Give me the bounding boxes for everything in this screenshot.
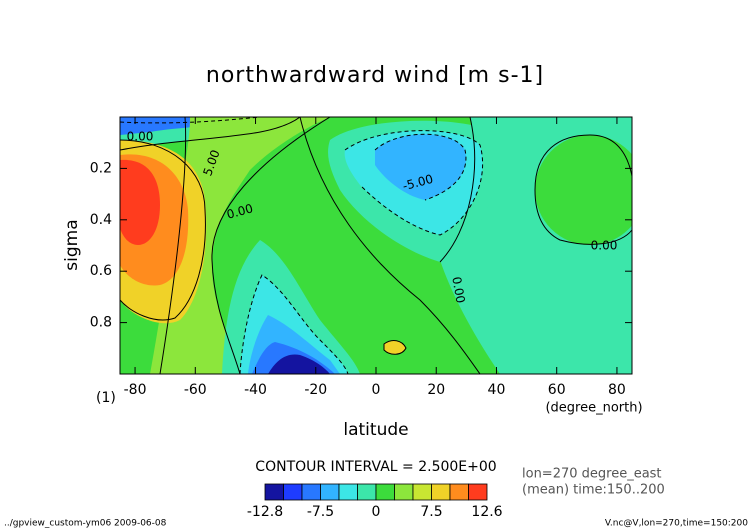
contour-label: 0.00	[449, 276, 467, 305]
colorbar-tick-label: 0	[372, 504, 381, 520]
info-text: (mean) time:150..200	[522, 483, 665, 498]
y-tick-label: 0.8	[90, 315, 112, 331]
contour-interval: CONTOUR INTERVAL = 2.500E+00	[255, 459, 496, 475]
contour-line	[120, 117, 261, 124]
colorbar-bin	[301, 483, 321, 501]
y-tick-label: 0.2	[90, 160, 112, 176]
contour-region	[383, 340, 407, 355]
contour-line	[159, 117, 187, 374]
colorbar-tick-label: 12.6	[471, 504, 502, 520]
colorbar-bin	[338, 483, 358, 501]
x-tick-label: 0	[372, 382, 381, 398]
colorbar-bin	[412, 483, 432, 501]
x-tick-label: 20	[427, 382, 445, 398]
contour-line	[239, 274, 349, 374]
colorbar-bin	[264, 483, 284, 501]
colorbar-bin	[394, 483, 414, 501]
contour-field	[120, 117, 632, 374]
contour-line	[299, 117, 481, 374]
contour-region	[535, 135, 632, 245]
contour-line	[120, 139, 206, 321]
contour-region	[268, 354, 330, 374]
x-tick-label: -40	[244, 382, 267, 398]
contour-region	[120, 159, 160, 245]
x-tick-label: -80	[124, 382, 147, 398]
chart-title: northwardward wind [m s-1]	[206, 63, 544, 88]
colorbar-bin	[283, 483, 303, 501]
y-tick-label: 0.6	[90, 263, 112, 279]
colorbar-tick-label: -12.8	[247, 504, 283, 520]
contour-label: 0.00	[127, 130, 154, 144]
colorbar-bin	[375, 483, 395, 501]
colorbar-tick-label: -7.5	[307, 504, 334, 520]
y-tick-label: 0.4	[90, 212, 112, 228]
contour-line	[439, 117, 476, 263]
contour-region	[375, 134, 466, 200]
info-text: lon=270 degree_east	[522, 467, 662, 482]
contour-line	[374, 133, 467, 201]
y-axis-label: sigma	[62, 219, 82, 270]
x-unit-label: (degree_north)	[545, 401, 642, 416]
x-tick-label: -60	[184, 382, 207, 398]
colorbar-bin	[320, 483, 340, 501]
colorbar-bin	[431, 483, 451, 501]
x-tick-label: 60	[548, 382, 566, 398]
x-axis-label: latitude	[343, 420, 408, 440]
panel-label: (1)	[96, 390, 116, 406]
colorbar-bin	[357, 483, 377, 501]
contour-line	[120, 117, 301, 151]
footer-left: ../gpview_custom-ym06 2009-06-08	[4, 519, 167, 529]
contour-lines	[120, 117, 632, 374]
x-tick-label: 40	[488, 382, 506, 398]
colorbar-bin	[449, 483, 469, 501]
contour-line	[211, 117, 331, 374]
footer-right: V.nc@V,lon=270,time=150:200	[605, 519, 748, 529]
x-tick-label: 80	[608, 382, 626, 398]
colorbar-bin	[468, 483, 488, 501]
colorbar-tick-label: 7.5	[420, 504, 442, 520]
contour-line	[534, 134, 632, 245]
contour-line	[344, 130, 484, 236]
contour-label: 0.00	[591, 239, 618, 253]
x-tick-label: -20	[304, 382, 327, 398]
contour-label: 0.00	[225, 201, 254, 221]
